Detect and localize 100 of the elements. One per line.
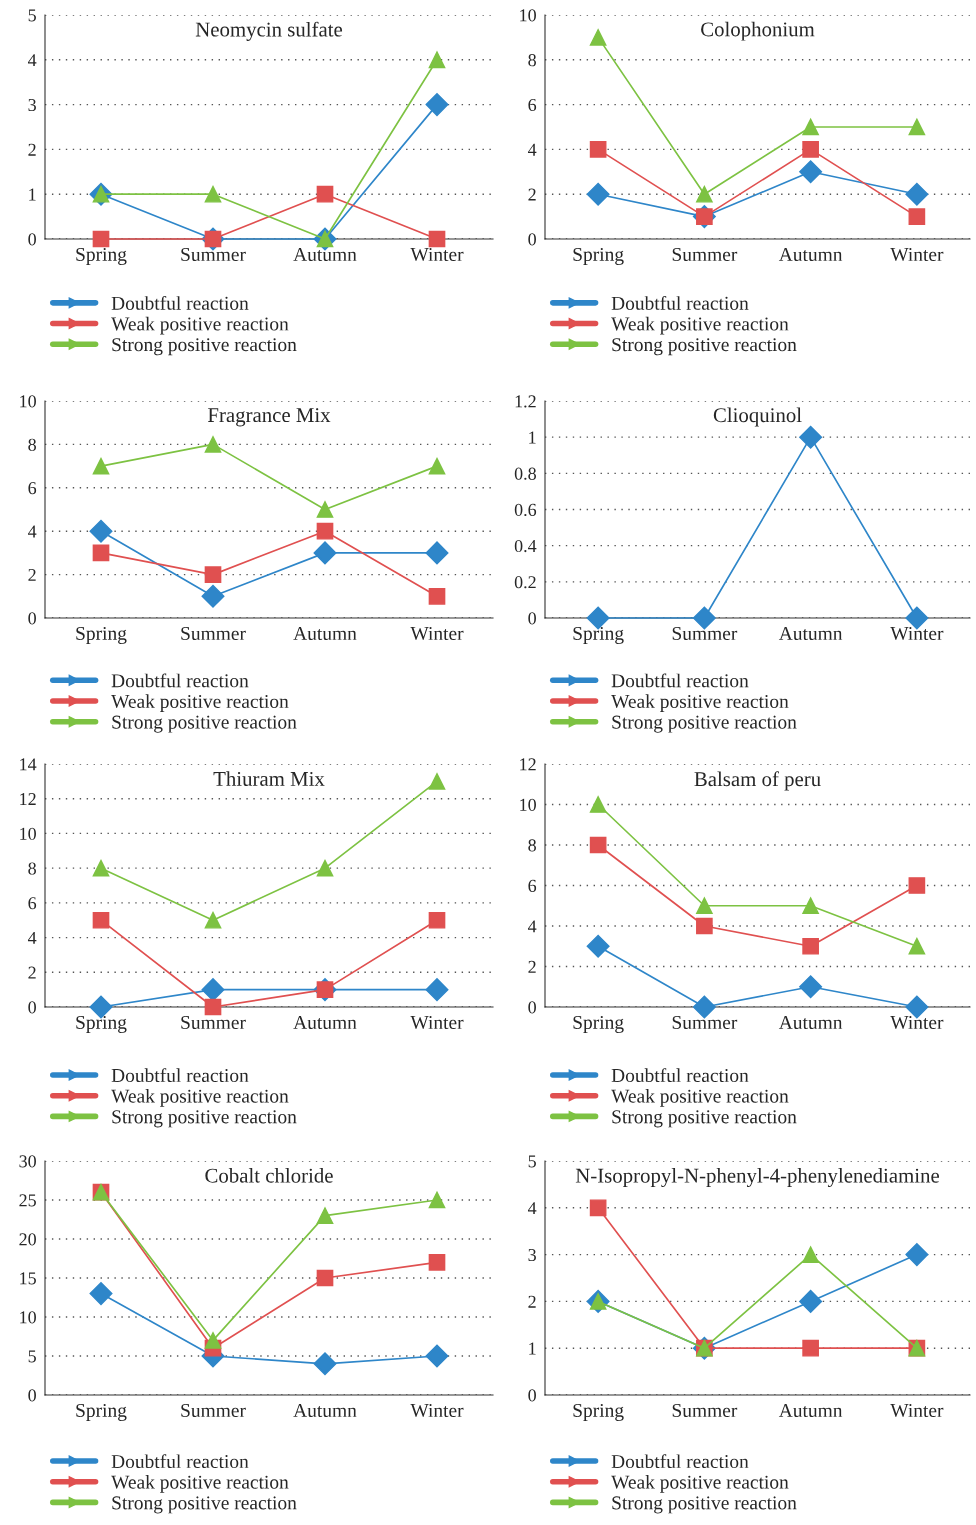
y-tick-label: 8 xyxy=(28,862,36,875)
y-tick-label: 12 xyxy=(20,793,36,805)
legend-label: Strong positive reaction xyxy=(612,338,797,356)
legend-label: Weak positive reaction xyxy=(611,1475,789,1493)
x-tick-label: Summer xyxy=(672,247,738,262)
legend-label: Weak positive reaction xyxy=(111,694,289,712)
y-tick-label: 0 xyxy=(528,1001,536,1014)
x-tick-label: Summer xyxy=(181,626,246,641)
y-tick-label: 10 xyxy=(20,1311,36,1324)
x-tick-label: Spring xyxy=(76,1015,127,1033)
chart-title: Colophonium xyxy=(701,21,815,41)
y-tick-label: 25 xyxy=(19,1194,36,1207)
legend-label: Strong positive reaction xyxy=(612,715,797,733)
y-tick-label: 0.6 xyxy=(514,503,537,517)
y-tick-label: 6 xyxy=(528,879,537,892)
legend-label: Strong positive reaction xyxy=(112,1496,297,1514)
chart-title: Neomycin sulfate xyxy=(195,21,343,41)
y-tick-label: 2 xyxy=(28,966,36,979)
x-tick-label: Winter xyxy=(410,626,464,641)
x-tick-label: Winter xyxy=(410,1015,464,1030)
x-tick-label: Summer xyxy=(181,1403,246,1418)
x-tick-label: Summer xyxy=(672,1015,738,1030)
y-tick-label: 30 xyxy=(19,1155,36,1168)
legend-label: Doubtful reaction xyxy=(111,295,249,310)
x-tick-label: Spring xyxy=(76,626,127,644)
legend-label: Strong positive reaction xyxy=(112,338,297,356)
x-tick-label: Autumn xyxy=(778,626,843,641)
y-tick-label: 10 xyxy=(20,827,36,840)
y-tick-label: 2 xyxy=(528,1295,536,1308)
chart-title: Cobalt chloride xyxy=(205,1168,333,1183)
x-tick-label: Spring xyxy=(76,1403,127,1421)
chart-title: Fragrance Mix xyxy=(207,408,331,427)
legend-label: Weak positive reaction xyxy=(111,1475,289,1493)
x-tick-label: Autumn xyxy=(778,247,843,262)
x-tick-label: Spring xyxy=(573,1403,624,1421)
y-tick-label: 0 xyxy=(528,1389,536,1402)
y-tick-label: 0 xyxy=(28,1001,36,1014)
y-tick-label: 12 xyxy=(520,758,536,771)
y-tick-label: 1 xyxy=(529,431,536,444)
y-tick-label: 4 xyxy=(27,931,37,944)
legend-label: Weak positive reaction xyxy=(111,1089,289,1107)
y-tick-label: 4 xyxy=(527,920,537,933)
y-tick-label: 2 xyxy=(528,188,536,201)
x-tick-label: Autumn xyxy=(778,1015,843,1030)
x-tick-label: Autumn xyxy=(293,247,357,262)
y-tick-label: 2 xyxy=(528,960,536,973)
x-tick-label: Spring xyxy=(573,247,624,265)
y-tick-label: 3 xyxy=(528,1248,536,1262)
legend-label: Weak positive reaction xyxy=(611,1089,789,1107)
y-tick-label: 2 xyxy=(28,568,36,581)
y-tick-label: 0 xyxy=(28,612,36,625)
y-tick-label: 3 xyxy=(28,98,36,112)
y-tick-label: 10 xyxy=(20,395,36,408)
legend-label: Strong positive reaction xyxy=(612,1496,797,1514)
x-tick-label: Autumn xyxy=(293,1015,357,1030)
y-tick-label: 5 xyxy=(28,9,36,22)
x-tick-label: Autumn xyxy=(293,626,357,641)
x-tick-label: Summer xyxy=(672,1403,738,1418)
x-tick-label: Winter xyxy=(890,1403,944,1418)
legend-label: Doubtful reaction xyxy=(111,1454,249,1469)
x-tick-label: Summer xyxy=(181,247,246,262)
x-tick-label: Spring xyxy=(573,626,624,644)
x-tick-label: Winter xyxy=(410,247,464,262)
x-tick-label: Winter xyxy=(890,1015,944,1030)
legend-label: Strong positive reaction xyxy=(612,1110,797,1128)
chart-title: N-Isopropyl-N-phenyl-4-phenylenediamine xyxy=(575,1168,940,1187)
legend-label: Doubtful reaction xyxy=(611,673,749,688)
y-tick-label: 0 xyxy=(28,233,36,246)
y-tick-label: 8 xyxy=(528,54,536,67)
chart-title: Balsam of peru xyxy=(694,771,821,791)
y-tick-label: 0.4 xyxy=(514,539,537,553)
legend-label: Doubtful reaction xyxy=(611,1068,749,1083)
chart-title: Thiuram Mix xyxy=(213,771,325,786)
legend-label: Doubtful reaction xyxy=(611,1454,749,1469)
y-tick-label: 2 xyxy=(28,143,36,156)
x-tick-label: Winter xyxy=(410,1403,464,1418)
y-tick-label: 10 xyxy=(520,798,536,811)
x-tick-label: Spring xyxy=(573,1015,624,1033)
y-tick-label: 4 xyxy=(527,143,537,156)
legend-label: Doubtful reaction xyxy=(111,673,249,688)
y-tick-label: 6 xyxy=(28,482,37,495)
y-tick-label: 0 xyxy=(528,233,536,246)
y-tick-label: 5 xyxy=(28,1350,36,1363)
y-tick-label: 6 xyxy=(28,897,37,910)
x-tick-label: Summer xyxy=(672,626,738,641)
y-tick-label: 5 xyxy=(528,1155,536,1168)
legend-label: Doubtful reaction xyxy=(611,295,749,310)
y-tick-label: 20 xyxy=(19,1233,36,1246)
x-tick-label: Spring xyxy=(76,247,127,265)
y-tick-label: 8 xyxy=(28,438,36,451)
legend-label: Doubtful reaction xyxy=(111,1068,249,1083)
y-tick-label: 0.2 xyxy=(514,576,536,589)
y-tick-label: 15 xyxy=(20,1272,36,1285)
y-tick-label: 10 xyxy=(520,9,536,22)
y-tick-label: 4 xyxy=(527,1202,537,1215)
x-tick-label: Winter xyxy=(890,247,944,262)
y-tick-label: 6 xyxy=(528,98,537,112)
legend-label: Strong positive reaction xyxy=(112,715,297,733)
chart-title: Clioquinol xyxy=(713,407,802,427)
x-tick-label: Autumn xyxy=(293,1403,357,1418)
